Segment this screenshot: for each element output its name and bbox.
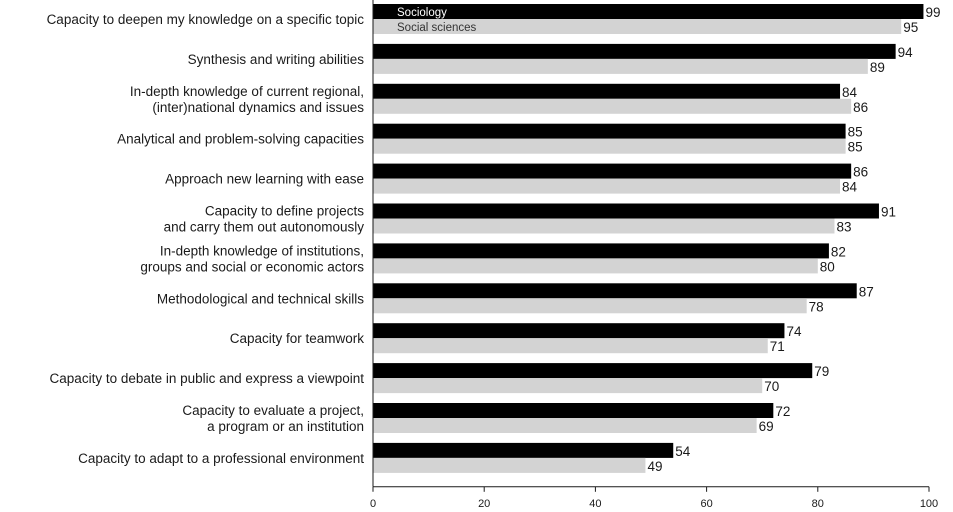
category-label: Capacity to debate in public and express… [50,371,365,386]
bar-sociology [373,43,896,59]
value-label: 86 [853,165,868,180]
category-label: Methodological and technical skills [157,291,364,306]
legend: Sociology Social sciences [397,7,477,34]
x-tick-label: 40 [589,498,601,510]
bar-sociology [373,123,846,139]
value-label: 95 [903,20,918,35]
bars [373,4,924,473]
value-label: 69 [759,419,774,434]
x-tick-label: 20 [478,498,490,510]
category-label: Synthesis and writing abilities [188,52,365,67]
bar-social-sciences [373,19,902,34]
category-label: Capacity to deepen my knowledge on a spe… [47,12,365,27]
category-label: a program or an institution [207,419,364,434]
value-label: 87 [859,284,874,299]
value-label: 84 [842,180,858,195]
category-label: (inter)national dynamics and issues [152,100,364,115]
bar-sociology [373,442,674,458]
bar-sociology [373,4,924,19]
bar-social-sciences [373,138,846,154]
legend-entry-sociology: Sociology [397,7,447,19]
value-label: 49 [647,459,662,474]
value-label: 70 [764,379,779,394]
bar-social-sciences [373,218,835,234]
legend-entry-social-sciences: Social sciences [397,22,477,34]
bar-sociology [373,323,785,339]
bar-sociology [373,403,774,418]
value-label: 89 [870,60,885,75]
category-label: In-depth knowledge of institutions, [160,243,364,258]
value-label: 84 [842,85,858,100]
value-labels: 9995948984868585868491838280877874717970… [647,5,940,474]
value-label: 80 [820,259,835,274]
value-label: 91 [881,205,896,220]
bar-social-sciences [373,258,818,274]
bar-sociology [373,243,829,259]
category-label: Analytical and problem-solving capacitie… [117,132,364,147]
bar-sociology [373,283,857,299]
bar-sociology [373,363,813,379]
category-label: Capacity to evaluate a project, [182,403,364,418]
bar-social-sciences [373,98,852,114]
bar-social-sciences [373,378,763,394]
x-axis-ticks: 0 20 40 60 80 100 [370,486,938,510]
category-label: groups and social or economic actors [140,259,364,274]
value-label: 86 [853,100,868,115]
value-label: 78 [809,299,824,314]
category-label: Capacity for teamwork [230,331,365,346]
x-tick-label: 80 [812,498,824,510]
value-label: 71 [770,339,785,354]
category-labels: Capacity to deepen my knowledge on a spe… [47,12,365,466]
category-label: Capacity to adapt to a professional envi… [78,451,364,466]
x-tick-label: 100 [920,498,938,510]
category-label: Approach new learning with ease [165,172,364,187]
bar-social-sciences [373,298,807,314]
value-label: 94 [898,45,914,60]
category-label: and carry them out autonomously [164,220,365,235]
value-label: 85 [848,125,863,140]
value-label: 99 [925,5,940,20]
bar-social-sciences [373,178,841,194]
value-label: 79 [814,364,829,379]
x-tick-label: 0 [370,498,376,510]
bar-social-sciences [373,457,646,473]
bar-sociology [373,203,879,219]
value-label: 83 [836,220,851,235]
bar-sociology [373,163,852,179]
bar-social-sciences [373,418,757,433]
value-label: 72 [775,404,790,419]
bar-sociology [373,83,841,99]
value-label: 85 [848,140,863,155]
category-label: Capacity to define projects [205,204,364,219]
category-label: In-depth knowledge of current regional, [130,84,364,99]
value-label: 82 [831,244,846,259]
x-tick-label: 60 [700,498,712,510]
value-label: 74 [786,324,802,339]
bar-social-sciences [373,338,768,354]
value-label: 54 [675,444,691,459]
bar-social-sciences [373,58,868,74]
